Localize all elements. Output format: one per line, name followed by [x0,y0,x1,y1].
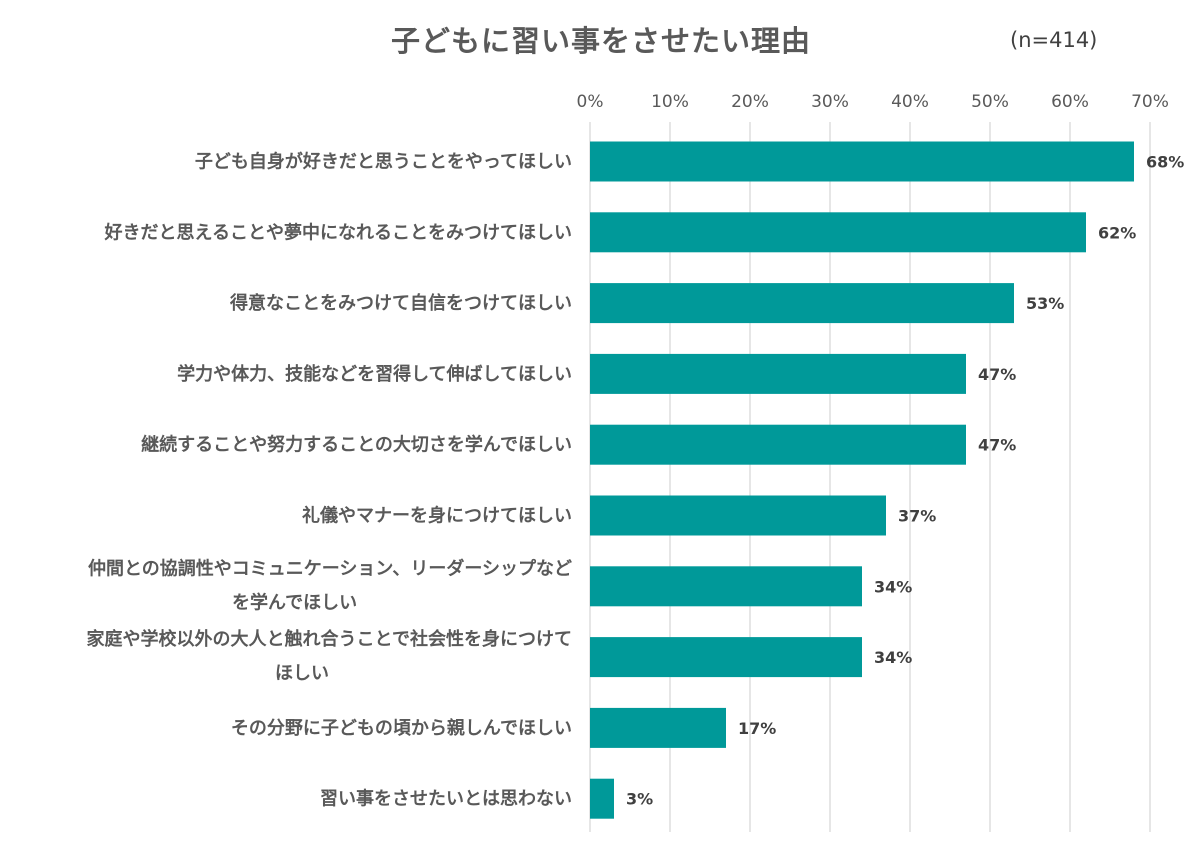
x-tick-label: 10% [651,92,689,112]
bar [590,141,1134,182]
x-tick-label: 40% [891,92,929,112]
category-label-continuation: を学んでほしい [232,591,357,613]
bar [590,637,862,678]
x-tick-label: 60% [1051,92,1089,112]
category-label: 子ども自身が好きだと思うことをやってほしい [195,151,572,173]
bars [590,141,1134,819]
category-label: 学力や体力、技能などを習得して伸ばしてほしい [177,363,572,385]
x-tick-labels: 0% 10% 20% 30% 40% 50% 60% 70% [577,92,1169,112]
category-label: 仲間との協調性やコミュニケーション、リーダーシップなど [88,557,572,579]
chart-title: 子どもに習い事をさせたい理由 [390,24,811,58]
bar [590,566,862,607]
bar [590,424,966,465]
data-label: 37% [898,507,936,526]
bar [590,707,726,748]
category-label: 礼儀やマナーを身につけてほしい [302,505,572,527]
bar [590,212,1086,253]
category-label: 継続することや努力することの大切さを学んでほしい [141,434,572,456]
data-label: 34% [874,577,912,596]
sample-size-label: (n=414) [1010,28,1098,52]
bar [590,283,1014,324]
category-label: 得意なことをみつけて自信をつけてほしい [229,292,572,314]
bar [590,495,886,536]
bar [590,353,966,394]
category-label: 好きだと思えることや夢中になれることをみつけてほしい [104,221,572,243]
data-label: 47% [978,436,1016,455]
x-tick-label: 30% [811,92,849,112]
data-labels: 68% 62% 53% 47% 47% 37% 34% 34% 17% 3% [626,153,1184,809]
category-label-continuation: ほしい [275,663,329,684]
x-tick-label: 20% [731,92,769,112]
x-tick-label: 70% [1131,92,1169,112]
data-label: 53% [1026,294,1064,313]
x-tick-label: 0% [577,92,604,112]
data-label: 68% [1146,153,1184,172]
category-labels: 子ども自身が好きだと思うことをやってほしい好きだと思えることや夢中になれることを… [87,151,572,810]
category-label: 家庭や学校以外の大人と触れ合うことで社会性を身につけて [87,628,572,650]
data-label: 34% [874,648,912,667]
data-label: 3% [626,790,653,809]
category-label: 習い事をさせたいとは思わない [320,788,572,810]
bar [590,778,614,819]
category-label: その分野に子どもの頃から親しんでほしい [231,717,572,739]
data-label: 62% [1098,223,1136,242]
x-tick-label: 50% [971,92,1009,112]
data-label: 47% [978,365,1016,384]
data-label: 17% [738,719,776,738]
